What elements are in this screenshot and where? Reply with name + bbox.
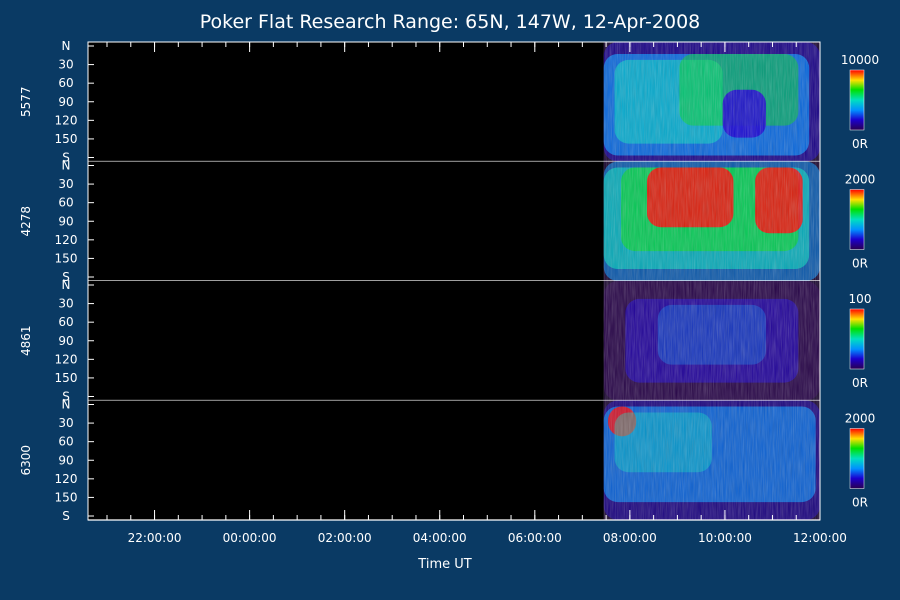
y-tick-label: 150 <box>55 371 78 385</box>
y-tick-label: 90 <box>58 214 73 228</box>
y-tick-label: 30 <box>58 58 73 72</box>
x-tick-label: 12:00:00 <box>793 531 847 545</box>
aurora-data <box>603 400 820 520</box>
aurora-texture <box>603 161 820 281</box>
colorbar-max-label: 100 <box>849 292 872 306</box>
aurora-texture <box>603 42 820 162</box>
colorbar-min-label: 0R <box>852 137 868 151</box>
y-tick-label: 90 <box>58 334 73 348</box>
aurora-texture <box>603 400 820 520</box>
y-tick-label: 60 <box>58 76 73 90</box>
panel-6300: N 30 60 90 120 150 S 6300 2000 0R <box>19 398 875 524</box>
aurora-texture <box>603 281 820 401</box>
y-tick-label: N <box>62 39 71 53</box>
x-tick-label: 10:00:00 <box>698 531 752 545</box>
y-tick-label: 60 <box>58 196 73 210</box>
x-tick-label: 06:00:00 <box>508 531 562 545</box>
x-tick-label: 00:00:00 <box>223 531 277 545</box>
y-tick-label: N <box>62 398 71 412</box>
colorbar <box>849 69 865 131</box>
y-tick-label: 90 <box>58 453 73 467</box>
y-tick-label: 60 <box>58 435 73 449</box>
x-axis-label: Time UT <box>417 557 471 572</box>
y-tick-label: 30 <box>58 297 73 311</box>
colorbar <box>849 189 865 250</box>
y-tick-label: 120 <box>55 233 78 247</box>
x-axis: 22:00:00 00:00:00 02:00:00 04:00:00 06:00:00… <box>106 42 847 545</box>
y-tick-label: N <box>62 278 71 292</box>
y-tick-label: 150 <box>55 132 78 146</box>
y-tick-label: S <box>62 270 70 284</box>
aurora-data <box>603 281 820 401</box>
y-tick-label: 120 <box>55 472 78 486</box>
colorbar-max-label: 2000 <box>845 173 876 187</box>
aurora-data <box>603 42 820 162</box>
y-tick-label: 120 <box>55 113 78 127</box>
panel-label: 4278 <box>19 206 33 237</box>
colorbar-max-label: 2000 <box>845 412 876 426</box>
y-tick-label: 120 <box>55 352 78 366</box>
x-tick-label: 02:00:00 <box>318 531 372 545</box>
x-tick-label: 22:00:00 <box>128 531 182 545</box>
y-tick-label: 90 <box>58 95 73 109</box>
panel-label: 6300 <box>19 445 33 476</box>
colorbar <box>849 308 865 370</box>
panel-5577: N 30 60 90 120 150 S 5577 10000 0R <box>19 39 879 165</box>
colorbar-min-label: 0R <box>852 496 868 510</box>
y-tick-label: 30 <box>58 177 73 191</box>
y-tick-label: N <box>62 159 71 173</box>
y-tick-label: S <box>62 390 70 404</box>
y-tick-label: S <box>62 509 70 523</box>
y-tick-label: 150 <box>55 251 78 265</box>
y-tick-label: 60 <box>58 315 73 329</box>
colorbar-max-label: 10000 <box>841 53 879 67</box>
panels: N 30 60 90 120 150 S 5577 10000 0R N 30 60 90 120 150 S 4… <box>19 39 879 523</box>
colorbar-min-label: 0R <box>852 257 868 271</box>
x-tick-label: 08:00:00 <box>603 531 657 545</box>
y-tick-label: 30 <box>58 416 73 430</box>
y-tick-label: 150 <box>55 490 78 504</box>
y-tick-label: S <box>62 151 70 165</box>
panel-4278: N 30 60 90 120 150 S 4278 2000 0R <box>19 159 875 285</box>
panel-4861: N 30 60 90 120 150 S 4861 100 0R <box>19 278 871 404</box>
aurora-data <box>603 161 820 281</box>
panel-label: 5577 <box>19 86 33 117</box>
x-tick-label: 04:00:00 <box>413 531 467 545</box>
panel-label: 4861 <box>19 325 33 356</box>
colorbar-min-label: 0R <box>852 376 868 390</box>
colorbar <box>849 428 865 489</box>
plot-frame <box>87 41 821 521</box>
chart-title: Poker Flat Research Range: 65N, 147W, 12… <box>200 11 701 33</box>
